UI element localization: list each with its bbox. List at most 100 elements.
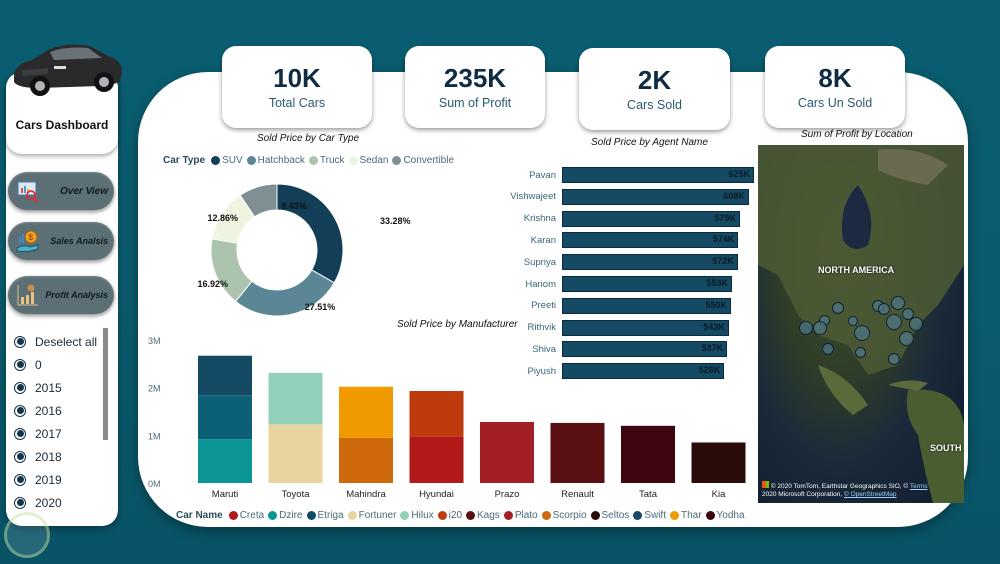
legend-item[interactable]: Plato bbox=[503, 510, 538, 521]
slicer-item[interactable]: 2018 bbox=[14, 445, 110, 468]
radio-icon[interactable] bbox=[14, 473, 26, 486]
x-category-label: Toyota bbox=[282, 489, 311, 500]
donut-slice-convertible[interactable] bbox=[239, 183, 278, 218]
slicer-item[interactable]: 2016 bbox=[14, 399, 110, 422]
radio-icon[interactable] bbox=[14, 450, 26, 463]
agent-bar[interactable]: 553K bbox=[562, 276, 732, 292]
legend-item[interactable]: SUV bbox=[211, 155, 243, 166]
agent-bar-row[interactable]: Krishna 579K bbox=[505, 210, 740, 227]
bar-segment-i20[interactable] bbox=[409, 391, 464, 437]
slicer-scrollbar[interactable] bbox=[103, 328, 108, 440]
agent-bar[interactable]: 574K bbox=[562, 232, 739, 249]
slicer-item[interactable]: 2017 bbox=[14, 422, 110, 445]
legend-item[interactable]: Swift bbox=[633, 510, 666, 521]
map-bubble[interactable] bbox=[854, 346, 866, 358]
slicer-item[interactable]: 2020 bbox=[14, 491, 110, 514]
legend-item[interactable]: Fortuner bbox=[347, 510, 396, 521]
openstreetmap-link[interactable]: © OpenStreetMap bbox=[844, 491, 897, 499]
agent-bar-row[interactable]: Karan 574K bbox=[505, 232, 739, 249]
map-bubble[interactable] bbox=[799, 321, 813, 335]
legend-item[interactable]: Seltos bbox=[590, 510, 629, 521]
map-bubble[interactable] bbox=[898, 330, 914, 346]
radio-icon[interactable] bbox=[14, 404, 26, 417]
kpi-cars-sold: 2K Cars Sold bbox=[579, 48, 730, 130]
agent-bar-row[interactable]: Shiva 537K bbox=[505, 341, 727, 358]
bar-segment-kags[interactable] bbox=[550, 422, 605, 483]
slicer-item[interactable]: 2015 bbox=[14, 376, 110, 399]
bar-segment-seltos[interactable] bbox=[691, 442, 746, 483]
map-bubble[interactable] bbox=[886, 314, 902, 330]
radio-icon[interactable] bbox=[14, 358, 26, 371]
map-bubble[interactable] bbox=[832, 302, 844, 314]
agent-bar-row[interactable]: Rithvik 543K bbox=[505, 319, 729, 336]
slicer-item-label: Deselect all bbox=[35, 334, 98, 349]
slicer-item[interactable]: 0 bbox=[14, 353, 110, 376]
map-bubble[interactable] bbox=[822, 343, 834, 355]
agent-name-label: Pavan bbox=[529, 169, 556, 181]
map-bubble[interactable] bbox=[902, 308, 914, 320]
map-bubble[interactable] bbox=[813, 321, 827, 335]
legend-item[interactable]: Thar bbox=[669, 510, 702, 521]
nav-profit-analysis-button[interactable]: Profit Analysis bbox=[8, 276, 114, 314]
legend-item[interactable]: Yodha bbox=[705, 510, 745, 521]
kpi-value: 8K bbox=[818, 62, 852, 93]
legend-item[interactable]: Etriga bbox=[306, 510, 344, 521]
agent-bar[interactable]: 608K bbox=[562, 188, 749, 205]
agent-bar-row[interactable]: Hariom 553K bbox=[505, 276, 732, 292]
radio-icon[interactable] bbox=[14, 381, 26, 394]
agent-bar[interactable]: 625K bbox=[562, 167, 754, 183]
bar-segment-etriga[interactable] bbox=[198, 355, 252, 396]
x-category-label: Mahindra bbox=[346, 489, 386, 500]
agent-bar-row[interactable]: Supriya 572K bbox=[505, 254, 738, 271]
bar-segment-plato[interactable] bbox=[480, 421, 534, 483]
legend-item[interactable]: Scorpio bbox=[541, 510, 587, 521]
legend-item[interactable]: Hatchback bbox=[246, 155, 305, 166]
legend-dot-icon bbox=[633, 511, 643, 520]
legend-item[interactable]: Dzire bbox=[268, 510, 303, 521]
agent-bar-row[interactable]: Preeti 550K bbox=[505, 297, 731, 314]
legend-item[interactable]: Convertible bbox=[392, 155, 454, 166]
terms-link[interactable]: Terms bbox=[909, 483, 928, 491]
legend-item[interactable]: Truck bbox=[308, 155, 345, 166]
legend-item[interactable]: Hilux bbox=[400, 510, 434, 521]
agent-bar[interactable]: 537K bbox=[562, 341, 727, 358]
agent-bar[interactable]: 550K bbox=[562, 297, 731, 314]
bar-segment-hilux[interactable] bbox=[268, 372, 323, 425]
radio-icon[interactable] bbox=[14, 335, 26, 348]
bar-segment-thar[interactable] bbox=[339, 386, 393, 438]
agent-bar-row[interactable]: Vishwajeet 608K bbox=[505, 188, 749, 205]
map-bubble[interactable] bbox=[848, 316, 858, 326]
radio-icon[interactable] bbox=[14, 427, 26, 440]
bar-segment-yodha[interactable] bbox=[621, 425, 675, 483]
profit-location-map[interactable]: NORTH AMERICA SOUTH © 2020 TomTom, Earth… bbox=[758, 145, 964, 503]
bar-segment-swift[interactable] bbox=[198, 395, 252, 440]
agent-name-label: Krishna bbox=[523, 213, 556, 225]
agent-bar-row[interactable]: Pavan 625K bbox=[505, 167, 754, 183]
bar-segment-dzire[interactable] bbox=[198, 439, 252, 483]
nav-overview-button[interactable]: Over View bbox=[8, 172, 114, 210]
slicer-item[interactable]: Deselect all bbox=[14, 330, 110, 353]
agent-bar[interactable]: 572K bbox=[562, 254, 738, 271]
bar-segment-scorpio[interactable] bbox=[339, 437, 393, 483]
map-bubble[interactable] bbox=[909, 317, 923, 331]
agent-bar[interactable]: 543K bbox=[562, 319, 729, 336]
donut-slice-suv[interactable] bbox=[276, 183, 344, 284]
map-bubble[interactable] bbox=[888, 353, 900, 365]
slicer-item[interactable]: 2019 bbox=[14, 468, 110, 491]
map-bubble[interactable] bbox=[854, 325, 870, 341]
legend-item[interactable]: Kags bbox=[466, 510, 500, 521]
agent-bar[interactable]: 579K bbox=[562, 210, 740, 227]
bar-segment-creta[interactable] bbox=[409, 436, 464, 483]
legend-item[interactable]: Sedan bbox=[348, 155, 388, 166]
radio-icon[interactable] bbox=[14, 496, 26, 509]
kpi-label: Total Cars bbox=[268, 96, 326, 111]
kpi-sum-of-profit: 235K Sum of Profit bbox=[405, 46, 545, 128]
agent-bar-row[interactable]: Piyush 528K bbox=[505, 363, 725, 380]
agent-bar[interactable]: 528K bbox=[562, 363, 725, 380]
nav-sales-analysis-button[interactable]: $ Sales Analsis bbox=[8, 222, 114, 260]
legend-item[interactable]: i20 bbox=[437, 510, 462, 521]
map-bubble[interactable] bbox=[891, 296, 905, 310]
map-bubble[interactable] bbox=[878, 303, 890, 315]
bar-segment-fortuner[interactable] bbox=[268, 424, 323, 483]
legend-item[interactable]: Creta bbox=[228, 510, 264, 521]
